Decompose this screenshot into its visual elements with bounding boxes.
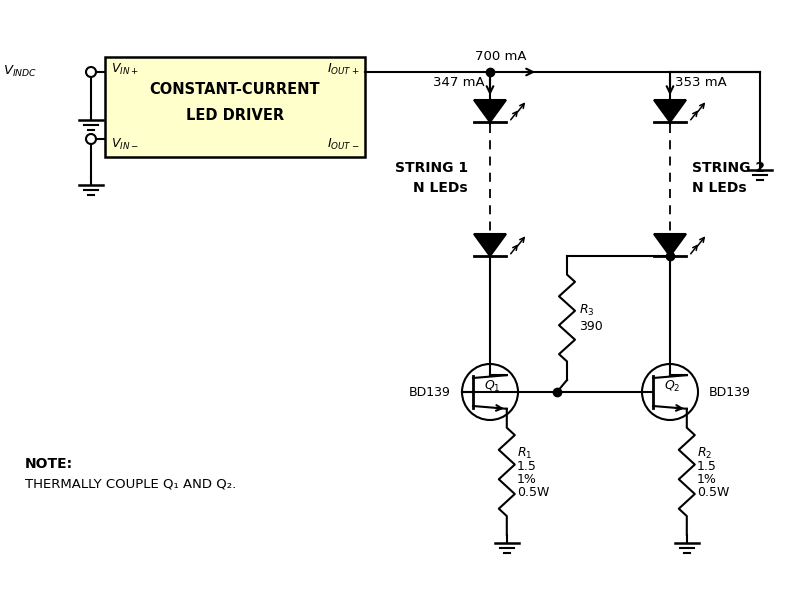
Text: N LEDs: N LEDs (414, 181, 468, 195)
Text: LED DRIVER: LED DRIVER (186, 108, 284, 122)
Text: $V_{INDC}$: $V_{INDC}$ (3, 64, 38, 78)
Text: STRING 1: STRING 1 (395, 161, 468, 175)
Text: 390: 390 (579, 319, 602, 332)
Text: BD139: BD139 (709, 386, 751, 398)
Text: NOTE:: NOTE: (25, 457, 73, 471)
Text: $V_{IN+}$: $V_{IN+}$ (111, 62, 138, 77)
Text: 0.5W: 0.5W (697, 487, 729, 499)
Text: 353 mA: 353 mA (675, 75, 726, 89)
Text: N LEDs: N LEDs (692, 181, 746, 195)
Text: $Q_1$: $Q_1$ (484, 378, 500, 394)
Polygon shape (474, 100, 506, 122)
Text: BD139: BD139 (409, 386, 451, 398)
Text: $R_2$: $R_2$ (697, 446, 712, 461)
Text: $V_{IN-}$: $V_{IN-}$ (111, 137, 138, 152)
Text: 0.5W: 0.5W (517, 487, 549, 499)
Text: $R_1$: $R_1$ (517, 446, 532, 461)
Text: 1.5: 1.5 (517, 460, 537, 474)
Polygon shape (654, 100, 686, 122)
Text: 347 mA: 347 mA (434, 75, 485, 89)
Text: CONSTANT-CURRENT: CONSTANT-CURRENT (150, 81, 320, 97)
Text: 1.5: 1.5 (697, 460, 717, 474)
Text: 1%: 1% (517, 474, 537, 487)
Text: STRING 2: STRING 2 (692, 161, 765, 175)
Text: $I_{OUT+}$: $I_{OUT+}$ (326, 62, 359, 77)
Text: $Q_2$: $Q_2$ (664, 378, 680, 394)
Text: $I_{OUT-}$: $I_{OUT-}$ (326, 137, 359, 152)
Text: $R_3$: $R_3$ (579, 302, 594, 318)
FancyBboxPatch shape (105, 57, 365, 157)
Text: THERMALLY COUPLE Q₁ AND Q₂.: THERMALLY COUPLE Q₁ AND Q₂. (25, 477, 236, 490)
Text: 1%: 1% (697, 474, 717, 487)
Polygon shape (474, 234, 506, 256)
Text: 700 mA: 700 mA (475, 50, 526, 63)
Polygon shape (654, 234, 686, 256)
